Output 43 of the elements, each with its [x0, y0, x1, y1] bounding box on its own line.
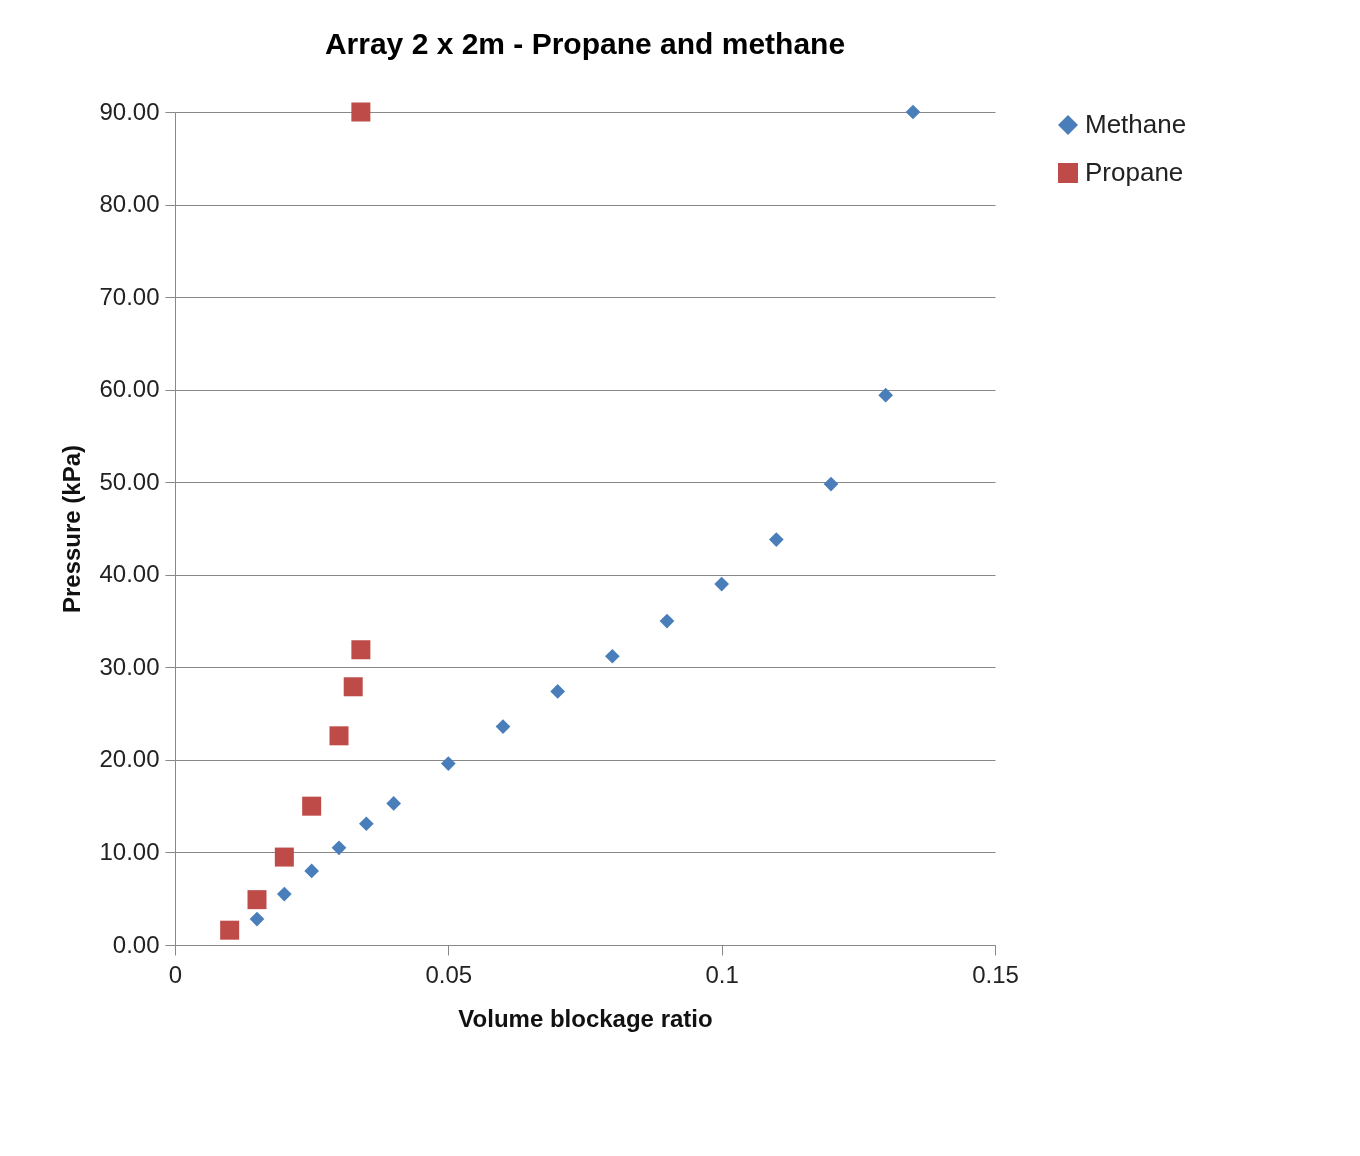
point [343, 677, 363, 697]
x-axis-title: Volume blockage ratio [458, 1004, 713, 1032]
point [768, 532, 784, 547]
y-tick-label: 80.00 [99, 190, 160, 218]
legend-label: Methane [1085, 109, 1187, 139]
x-tick-label: 0.1 [705, 960, 739, 988]
chart-title: Array 2 x 2m - Propane and methane [324, 27, 846, 60]
y-tick-label: 20.00 [99, 745, 160, 773]
y-tick-label: 90.00 [99, 97, 160, 125]
point [714, 576, 730, 592]
y-tick-label: 50.00 [99, 467, 160, 495]
point [249, 911, 265, 927]
point [905, 104, 921, 120]
point [495, 719, 511, 734]
point [386, 796, 402, 811]
point [247, 890, 267, 910]
point [274, 847, 294, 867]
point [304, 863, 320, 879]
y-axis-title: Pressure (kPa) [58, 444, 86, 614]
x-tick-label: 0 [168, 960, 183, 988]
point [604, 648, 620, 664]
point [302, 796, 322, 816]
y-tick-label: 70.00 [99, 282, 160, 310]
y-tick-label: 30.00 [99, 652, 160, 680]
point [351, 640, 371, 660]
y-tick-label: 0.00 [112, 930, 160, 958]
point [351, 102, 371, 122]
point [823, 476, 839, 492]
point [276, 886, 292, 902]
y-tick-label: 60.00 [99, 375, 160, 403]
point [878, 387, 894, 403]
point [550, 684, 566, 699]
point [358, 816, 374, 832]
y-tick-label: 10.00 [99, 837, 160, 865]
x-tick-label: 0.05 [425, 960, 473, 988]
point [220, 920, 240, 940]
point [440, 756, 456, 771]
point [659, 613, 675, 629]
point [329, 726, 349, 746]
point [331, 840, 347, 856]
x-tick-label: 0.15 [972, 960, 1019, 988]
legend-label: Propane [1085, 157, 1184, 187]
y-tick-label: 40.00 [99, 560, 160, 588]
